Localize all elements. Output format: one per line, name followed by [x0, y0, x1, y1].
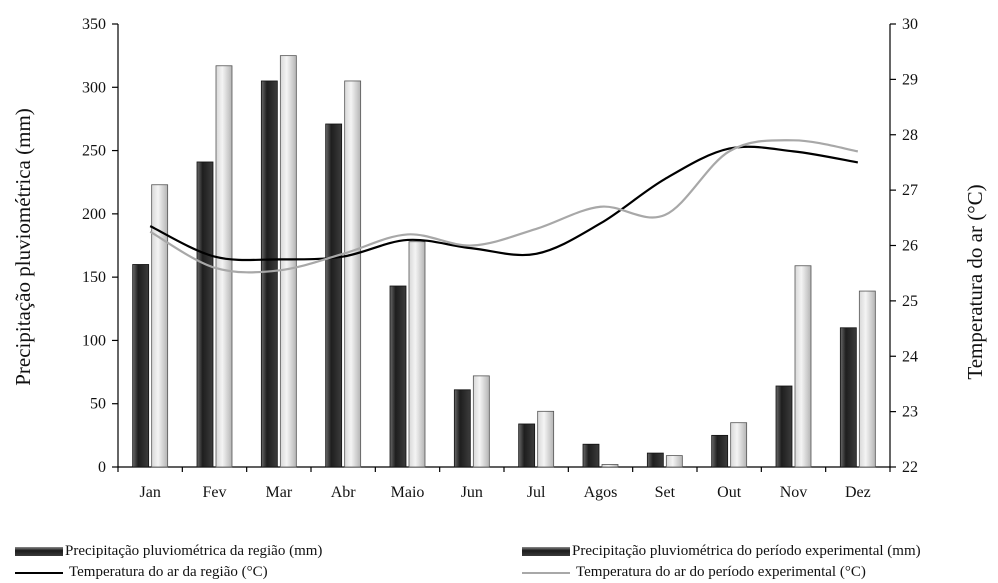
x-tick-label: Jun	[461, 484, 483, 501]
bar-regiao	[454, 390, 470, 467]
legend-swatch	[15, 572, 63, 574]
y2-tick-label: 30	[902, 16, 918, 33]
bar-regiao	[390, 286, 406, 467]
bar-regiao	[712, 435, 728, 467]
legend-label: Precipitação pluviométrica do período ex…	[572, 543, 921, 560]
bar-regiao	[133, 264, 149, 467]
y-tick-label: 350	[82, 16, 106, 33]
legend-item: Precipitação pluviométrica da região (mm…	[15, 543, 322, 560]
x-tick-label: Set	[655, 484, 676, 501]
y-tick-label: 100	[82, 332, 106, 349]
y-tick-label: 250	[82, 143, 106, 160]
x-tick-label: Fev	[203, 484, 227, 501]
bar-periodo	[731, 423, 747, 467]
y2-tick-label: 24	[902, 348, 918, 365]
y2-tick-label: 26	[902, 238, 918, 255]
legend-swatch	[15, 547, 63, 556]
bar-periodo	[538, 411, 554, 467]
y2-tick-label: 22	[902, 459, 918, 476]
lines-group	[150, 140, 858, 272]
bar-periodo	[795, 266, 811, 467]
bar-periodo	[216, 66, 232, 467]
y2-tick-label: 27	[902, 182, 918, 199]
x-tick-label: Agos	[584, 484, 618, 501]
y-axis-title: Precipitação pluviométrica (mm)	[11, 108, 35, 386]
x-tick-label: Mar	[266, 484, 293, 501]
bar-periodo	[666, 456, 682, 467]
x-tick-label: Maio	[391, 484, 425, 501]
x-tick-label: Jan	[140, 484, 161, 501]
y2-tick-label: 23	[902, 404, 918, 421]
bar-regiao	[840, 328, 856, 467]
y-tick-label: 150	[82, 269, 106, 286]
legend-item: Precipitação pluviométrica do período ex…	[522, 543, 921, 560]
y-tick-label: 50	[90, 396, 106, 413]
y-tick-label: 300	[82, 79, 106, 96]
y2-tick-label: 25	[902, 293, 918, 310]
y2-axis-title: Temperatura do ar (°C)	[963, 184, 987, 379]
bar-regiao	[197, 162, 213, 467]
legend-swatch	[522, 572, 570, 574]
bar-periodo	[345, 81, 361, 467]
y-tick-label: 0	[98, 459, 106, 476]
bars-group	[133, 56, 876, 467]
legend-label: Temperatura do ar da região (°C)	[69, 564, 268, 581]
bar-periodo	[602, 464, 618, 467]
y-tick-label: 200	[82, 206, 106, 223]
legend-swatch	[522, 547, 570, 556]
bar-periodo	[409, 242, 425, 467]
x-tick-label: Nov	[780, 484, 808, 501]
x-tick-label: Out	[717, 484, 742, 501]
bar-periodo	[280, 56, 296, 467]
bar-regiao	[326, 124, 342, 467]
legend-item: Temperatura do ar do período experimenta…	[522, 564, 866, 581]
bar-regiao	[647, 453, 663, 467]
legend-label: Precipitação pluviométrica da região (mm…	[65, 543, 322, 560]
line-temperatura-regiao	[150, 147, 858, 260]
x-tick-label: Dez	[845, 484, 871, 501]
bar-regiao	[519, 424, 535, 467]
bar-periodo	[473, 376, 489, 467]
y2-tick-label: 29	[902, 71, 918, 88]
bar-regiao	[583, 444, 599, 467]
bar-periodo	[859, 291, 875, 467]
legend-label: Temperatura do ar do período experimenta…	[576, 564, 866, 581]
bar-regiao	[261, 81, 277, 467]
legend-item: Temperatura do ar da região (°C)	[15, 564, 268, 581]
bar-regiao	[776, 386, 792, 467]
x-tick-label: Jul	[527, 484, 546, 501]
x-tick-label: Abr	[331, 484, 357, 501]
y2-tick-label: 28	[902, 127, 918, 144]
